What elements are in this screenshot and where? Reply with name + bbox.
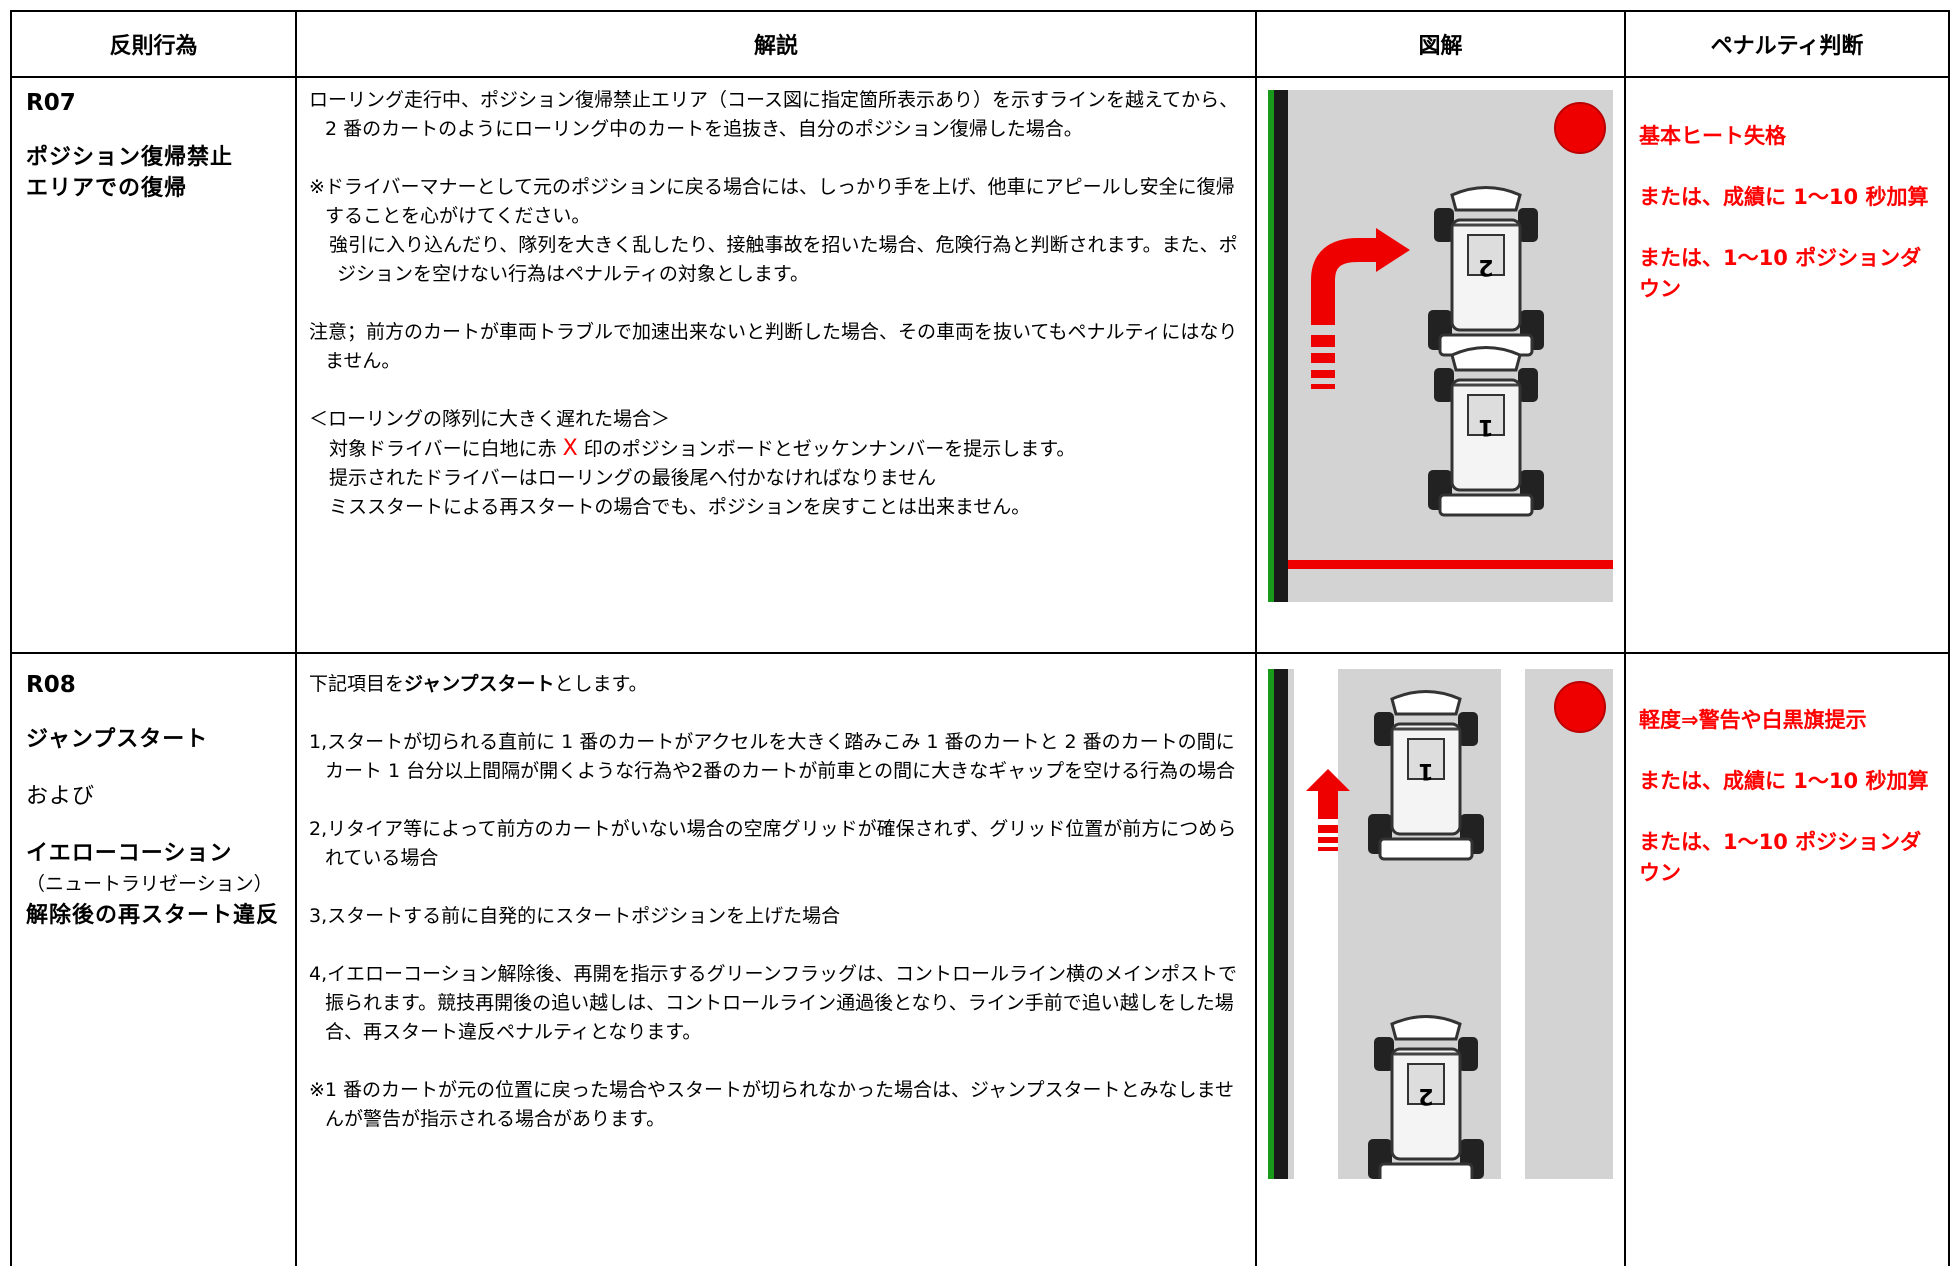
- paragraph: ※1 番のカートが元の位置に戻った場合やスタートが切られなかった場合は、ジャンプ…: [309, 1079, 1234, 1130]
- penalty-text: または、成績に 1～10 秒加算: [1639, 769, 1929, 793]
- paragraph: 下記項目をジャンプスタートとします。: [309, 670, 1249, 699]
- header-cell: 図解: [1418, 34, 1463, 59]
- paragraph: 対象ドライバーに白地に赤 X 印のポジションボードとゼッケンナンバーを提示します…: [309, 434, 1249, 464]
- text: 印のポジションボードとゼッケンナンバーを提示します。: [577, 438, 1076, 460]
- penalty-text: 基本ヒート失格: [1639, 124, 1786, 148]
- paragraph: 3,スタートする前に自発的にスタートポジションを上げた場合: [309, 905, 841, 927]
- penalty-text: 軽度⇒警告や白黒旗提示: [1639, 708, 1867, 732]
- violation-text: ポジション復帰禁止: [26, 145, 234, 170]
- paragraph: ミススタートによる再スタートの場合でも、ポジションを戻すことは出来ません。: [329, 496, 1031, 518]
- penalty-text: または、1～10 ポジションダウン: [1639, 830, 1922, 885]
- violation-cell: R07 ポジション復帰禁止 エリアでの復帰: [26, 90, 291, 204]
- border: [10, 10, 12, 1266]
- paragraph: 提示されたドライバーはローリングの最後尾へ付かなければなりません: [329, 467, 937, 489]
- explanation-cell: 下記項目をジャンプスタートとします。 1,スタートが切られる直前に 1 番のカー…: [309, 670, 1249, 1163]
- diagram: 1 2: [1268, 669, 1613, 1179]
- paragraph: 1,スタートが切られる直前に 1 番のカートがアクセルを大きく踏みこみ 1 番の…: [309, 731, 1236, 782]
- text: 対象ドライバーに白地に赤: [329, 438, 563, 460]
- text: とします。: [554, 673, 648, 695]
- header-cell: ペナルティ判断: [1710, 34, 1864, 59]
- border: [295, 10, 297, 1266]
- paragraph: ローリング走行中、ポジション復帰禁止エリア（コース図に指定箇所表示あり）を示すラ…: [309, 89, 1239, 140]
- kart-number: 2: [1418, 1083, 1433, 1108]
- border: [10, 652, 1950, 654]
- red-x: X: [562, 436, 578, 461]
- rule-code: R08: [26, 672, 76, 698]
- border: [10, 76, 1950, 78]
- penalty-cell: 基本ヒート失格 または、成績に 1～10 秒加算 または、1～10 ポジションダ…: [1639, 121, 1939, 335]
- violation-text: イエローコーション: [26, 841, 233, 866]
- diagram: 2 1: [1268, 90, 1613, 602]
- penalty-cell: 軽度⇒警告や白黒旗提示 または、成績に 1～10 秒加算 または、1～10 ポジ…: [1639, 705, 1939, 919]
- border: [10, 10, 1950, 12]
- text: 下記項目を: [309, 673, 405, 695]
- paragraph: ※ドライバーマナーとして元のポジションに戻る場合には、しっかり手を上げ、他車にア…: [309, 176, 1235, 227]
- header-cell: 解説: [753, 34, 798, 59]
- border: [1624, 10, 1626, 1266]
- penalty-text: または、1～10 ポジションダウン: [1639, 246, 1922, 301]
- kart-number: 1: [1418, 758, 1433, 783]
- header-cell: 反則行為: [109, 34, 198, 59]
- paragraph: 注意；前方のカートが車両トラブルで加速出来ないと判断した場合、その車両を抜いても…: [309, 321, 1238, 372]
- violation-text: 解除後の再スタート違反: [26, 903, 280, 928]
- kart-number: 1: [1478, 414, 1493, 439]
- violation-text: エリアでの復帰: [26, 176, 188, 201]
- kart-number: 2: [1478, 254, 1493, 279]
- border: [1255, 10, 1257, 1266]
- violation-text: ジャンプスタート: [26, 727, 209, 752]
- border: [1948, 10, 1950, 1266]
- bold-text: ジャンプスタート: [404, 673, 555, 695]
- paragraph: ＜ローリングの隊列に大きく遅れた場合＞: [309, 408, 671, 430]
- violation-text: および: [26, 784, 96, 809]
- violation-text: （ニュートラリゼーション）: [26, 873, 273, 895]
- paragraph: 強引に入り込んだり、隊列を大きく乱したり、接触事故を招いた場合、危険行為と判断さ…: [329, 234, 1238, 285]
- violation-cell: R08 ジャンプスタート および イエローコーション （ニュートラリゼーション）…: [26, 672, 291, 931]
- rule-code: R07: [26, 90, 76, 116]
- paragraph: 2,リタイア等によって前方のカートがいない場合の空席グリッドが確保されず、グリッ…: [309, 818, 1237, 869]
- paragraph: 4,イエローコーション解除後、再開を指示するグリーンフラッグは、コントロールライ…: [309, 963, 1238, 1043]
- explanation-cell: ローリング走行中、ポジション復帰禁止エリア（コース図に指定箇所表示あり）を示すラ…: [309, 86, 1249, 522]
- penalty-text: または、成績に 1～10 秒加算: [1639, 185, 1929, 209]
